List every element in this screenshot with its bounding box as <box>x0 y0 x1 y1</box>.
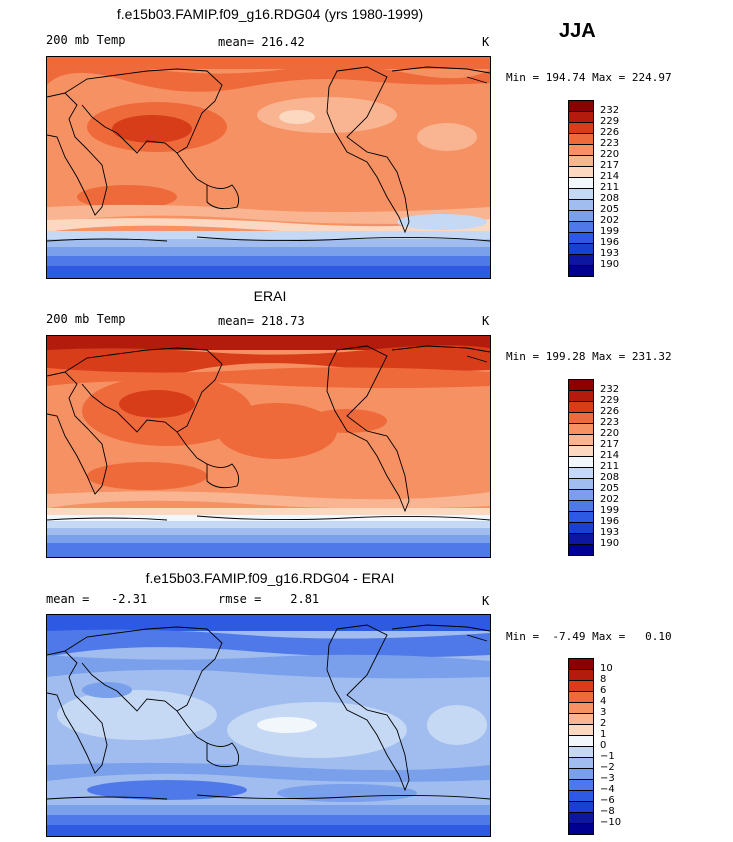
panel-3-units: K <box>482 594 490 608</box>
colorbar-label: −8 <box>600 806 615 817</box>
panel-1-title: f.e15b03.FAMIP.f09_g16.RDG04 (yrs 1980-1… <box>116 6 424 22</box>
colorbar-label: 199 <box>600 226 620 237</box>
colorbar-label: 232 <box>600 384 620 395</box>
colorbar-label: 6 <box>600 685 607 696</box>
panel-3-colorbar: 10 8 6 4 3 2 1 0 −1 −2 −3 −4 −6 −8 −10 <box>568 658 628 835</box>
colorbar-label: −10 <box>600 817 622 828</box>
colorbar-swatch <box>568 265 594 277</box>
colorbar-label: 193 <box>600 527 620 538</box>
colorbar-label: 10 <box>600 663 613 674</box>
colorbar-label: 2 <box>600 718 607 729</box>
panel-2-map-field <box>47 336 490 557</box>
colorbar-label: −4 <box>600 784 615 795</box>
colorbar-label: 211 <box>600 182 620 193</box>
panel-3-title: f.e15b03.FAMIP.f09_g16.RDG04 - ERAI <box>145 570 395 586</box>
colorbar-label: 214 <box>600 171 620 182</box>
colorbar-label: 232 <box>600 105 620 116</box>
colorbar-label: 208 <box>600 193 620 204</box>
panel-2-colorbar: 232 229 226 223 220 217 214 211 208 205 202 199 196 1… <box>568 379 628 556</box>
colorbar-label: 229 <box>600 395 620 406</box>
panel-1-map-field <box>47 57 490 278</box>
panel-1-minmax: Min = 194.74 Max = 224.97 <box>506 71 672 84</box>
panel-2-left-label: 200 mb Temp <box>46 312 126 326</box>
panel-3-map <box>46 614 491 837</box>
colorbar-label: 226 <box>600 406 620 417</box>
colorbar-label: 229 <box>600 116 620 127</box>
colorbar-label: 205 <box>600 204 620 215</box>
colorbar-label: 190 <box>600 259 620 270</box>
panel-2-title: ERAI <box>253 288 287 304</box>
panel-3-map-field <box>47 615 490 836</box>
colorbar-label: 1 <box>600 729 607 740</box>
colorbar-swatch <box>568 823 594 835</box>
colorbar-label: 190 <box>600 538 620 549</box>
panel-3-minmax: Min = -7.49 Max = 0.10 <box>506 630 672 643</box>
panel-1-units: K <box>482 35 490 49</box>
colorbar-label: 202 <box>600 494 620 505</box>
colorbar-label: 226 <box>600 127 620 138</box>
panel-2-map <box>46 335 491 558</box>
colorbar-label: 205 <box>600 483 620 494</box>
colorbar-label: −2 <box>600 762 615 773</box>
colorbar-label: 220 <box>600 149 620 160</box>
panel-1-colorbar: 232 229 226 223 220 217 214 211 208 205 202 199 196 1… <box>568 100 628 277</box>
colorbar-label: 208 <box>600 472 620 483</box>
colorbar-label: 202 <box>600 215 620 226</box>
colorbar-label: −1 <box>600 751 615 762</box>
colorbar-label: 199 <box>600 505 620 516</box>
colorbar-label: 4 <box>600 696 607 707</box>
colorbar-label: 3 <box>600 707 607 718</box>
colorbar-label: −6 <box>600 795 615 806</box>
colorbar-label: 223 <box>600 417 620 428</box>
panel-3-rmse-label: rmse = 2.81 <box>218 592 320 606</box>
season-label: JJA <box>559 20 596 42</box>
panel-1-left-label: 200 mb Temp <box>46 33 126 47</box>
colorbar-label: 196 <box>600 516 620 527</box>
panel-2-units: K <box>482 314 490 328</box>
colorbar-label: −3 <box>600 773 615 784</box>
colorbar-label: 217 <box>600 160 620 171</box>
colorbar-label: 193 <box>600 248 620 259</box>
colorbar-label: 220 <box>600 428 620 439</box>
colorbar-label: 8 <box>600 674 607 685</box>
colorbar-label: 211 <box>600 461 620 472</box>
colorbar-label: 217 <box>600 439 620 450</box>
panel-1-map <box>46 56 491 279</box>
colorbar-swatch <box>568 544 594 556</box>
panel-1-mean-label: mean= 216.42 <box>218 35 305 49</box>
colorbar-label: 223 <box>600 138 620 149</box>
colorbar-label: 0 <box>600 740 607 751</box>
panel-3-mean-label: mean = -2.31 <box>46 592 148 606</box>
colorbar-label: 214 <box>600 450 620 461</box>
colorbar-label: 196 <box>600 237 620 248</box>
panel-2-mean-label: mean= 218.73 <box>218 314 305 328</box>
panel-2-minmax: Min = 199.28 Max = 231.32 <box>506 350 672 363</box>
